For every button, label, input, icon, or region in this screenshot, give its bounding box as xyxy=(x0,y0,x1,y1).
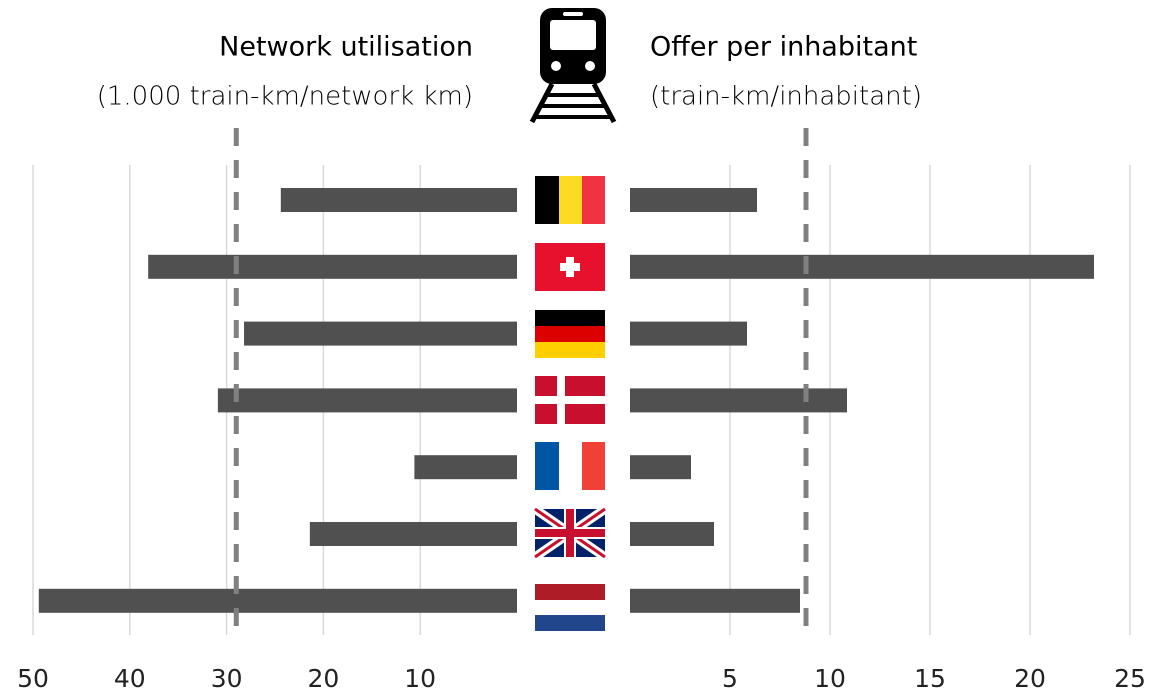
flag-switzerland xyxy=(535,243,605,291)
bar xyxy=(630,321,747,346)
x-tick-label: 5 xyxy=(722,664,738,693)
flag-denmark xyxy=(535,376,605,424)
x-tick-label: 25 xyxy=(1114,664,1146,693)
bar xyxy=(630,588,800,613)
bar xyxy=(630,388,847,413)
bar xyxy=(217,388,517,413)
x-tick-label: 10 xyxy=(404,664,436,693)
chart-subtitle: (1.000 train-km/network km) xyxy=(97,82,473,112)
chart-title: Network utilisation xyxy=(219,32,473,63)
x-tick-label: 15 xyxy=(914,664,946,693)
bar xyxy=(630,254,1094,279)
bar xyxy=(38,588,518,613)
x-tick-label: 20 xyxy=(1014,664,1046,693)
bar xyxy=(148,254,517,279)
bar xyxy=(414,455,517,480)
flag-uk xyxy=(532,505,608,561)
x-tick-label: 20 xyxy=(307,664,339,693)
chart-subtitle: (train-km/inhabitant) xyxy=(650,82,922,112)
bar xyxy=(280,188,517,212)
x-tick-label: 10 xyxy=(814,664,846,693)
flags xyxy=(532,176,608,631)
bar xyxy=(630,188,757,212)
x-tick-label: 30 xyxy=(211,664,243,693)
bar xyxy=(309,522,517,546)
flag-belgium xyxy=(535,176,605,224)
chart-title: Offer per inhabitant xyxy=(650,32,917,63)
flag-netherlands xyxy=(535,584,605,631)
flag-germany xyxy=(535,310,605,358)
train-icon xyxy=(529,8,617,124)
bar xyxy=(630,522,714,546)
flag-france xyxy=(535,442,605,490)
bar xyxy=(630,455,691,480)
bar xyxy=(244,321,518,346)
x-tick-label: 50 xyxy=(17,664,49,693)
x-tick-label: 40 xyxy=(114,664,146,693)
